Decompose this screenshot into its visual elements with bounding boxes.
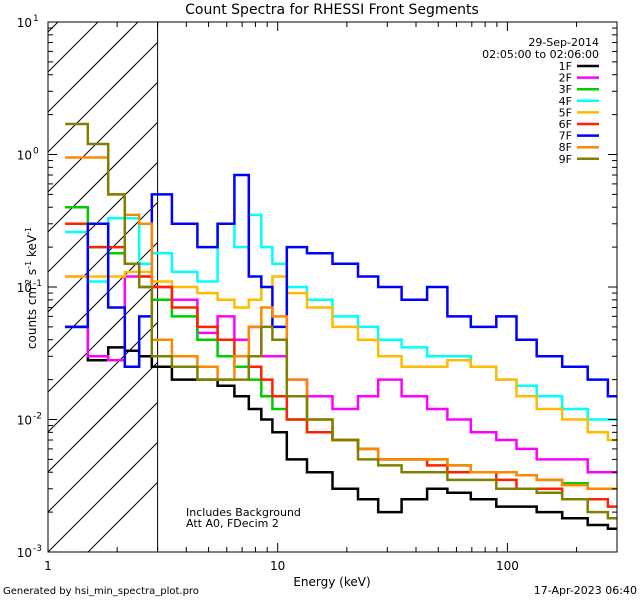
series-2F	[65, 275, 617, 474]
legend-label-1F: 1F	[559, 60, 572, 73]
chart-title: Count Spectra for RHESSI Front Segments	[185, 2, 479, 18]
series-9F	[65, 122, 617, 520]
hatch-line	[48, 242, 158, 353]
legend-label-7F: 7F	[559, 130, 572, 143]
hatch-line	[48, 442, 158, 552]
y-tick-label: 10	[17, 546, 32, 560]
y-tick-exponent: -1	[33, 279, 42, 289]
series-layer	[65, 122, 617, 530]
hatch-line	[48, 362, 158, 473]
legend-label-8F: 8F	[559, 141, 572, 154]
hatched-region	[48, 22, 159, 552]
time-range-label: 02:05:00 to 02:06:00	[482, 48, 599, 61]
generated-by-label: Generated by hsi_min_spectra_plot.pro	[3, 586, 199, 597]
hatch-line	[48, 22, 59, 33]
y-axis-label: counts cm-2 s-1 keV-1	[24, 227, 39, 349]
x-axis-label: Energy (keV)	[293, 575, 370, 589]
y-tick-exponent: 1	[33, 14, 39, 24]
date-label: 29-Sep-2014	[528, 36, 599, 49]
legend-label-4F: 4F	[559, 95, 572, 108]
x-tick-label: 100	[496, 559, 519, 573]
series-6F	[65, 222, 617, 508]
hatch-line	[48, 402, 158, 513]
legend-label-6F: 6F	[559, 118, 572, 131]
hatch-line	[48, 322, 158, 433]
x-tick-labels: 1 10 100	[44, 559, 519, 573]
y-tick-label: 10	[17, 281, 32, 295]
x-tick-label: 10	[270, 559, 285, 573]
hatch-line	[48, 122, 158, 233]
ticks-layer	[47, 21, 618, 553]
series-7F	[65, 173, 617, 398]
series-3F	[65, 205, 617, 491]
hatch-line	[48, 282, 158, 393]
legend-label-9F: 9F	[559, 153, 572, 166]
y-tick-exponent: 0	[33, 147, 39, 157]
legend-label-5F: 5F	[559, 106, 572, 119]
y-tick-exponent: -3	[33, 544, 42, 554]
x-tick-label: 1	[44, 559, 52, 573]
hatch-line	[48, 202, 158, 313]
note-line: Att A0, FDecim 2	[186, 517, 279, 530]
legend-label-2F: 2F	[559, 72, 572, 85]
hatch-line	[48, 82, 158, 193]
y-tick-label: 10	[17, 149, 32, 163]
series-5F	[65, 270, 617, 442]
legend-label-3F: 3F	[559, 83, 572, 96]
hatch-line	[48, 42, 158, 153]
y-tick-exponent: -2	[33, 412, 42, 422]
hatch-line	[48, 22, 139, 113]
note-line: Includes Background	[186, 506, 301, 519]
hatch-line	[48, 22, 99, 73]
series-1F	[65, 325, 617, 530]
y-tick-label: 10	[17, 414, 32, 428]
hatch-line	[87, 482, 158, 552]
timestamp-label: 17-Apr-2023 06:40	[534, 584, 637, 597]
y-tick-label: 10	[17, 16, 32, 30]
hatch-line	[48, 162, 158, 273]
